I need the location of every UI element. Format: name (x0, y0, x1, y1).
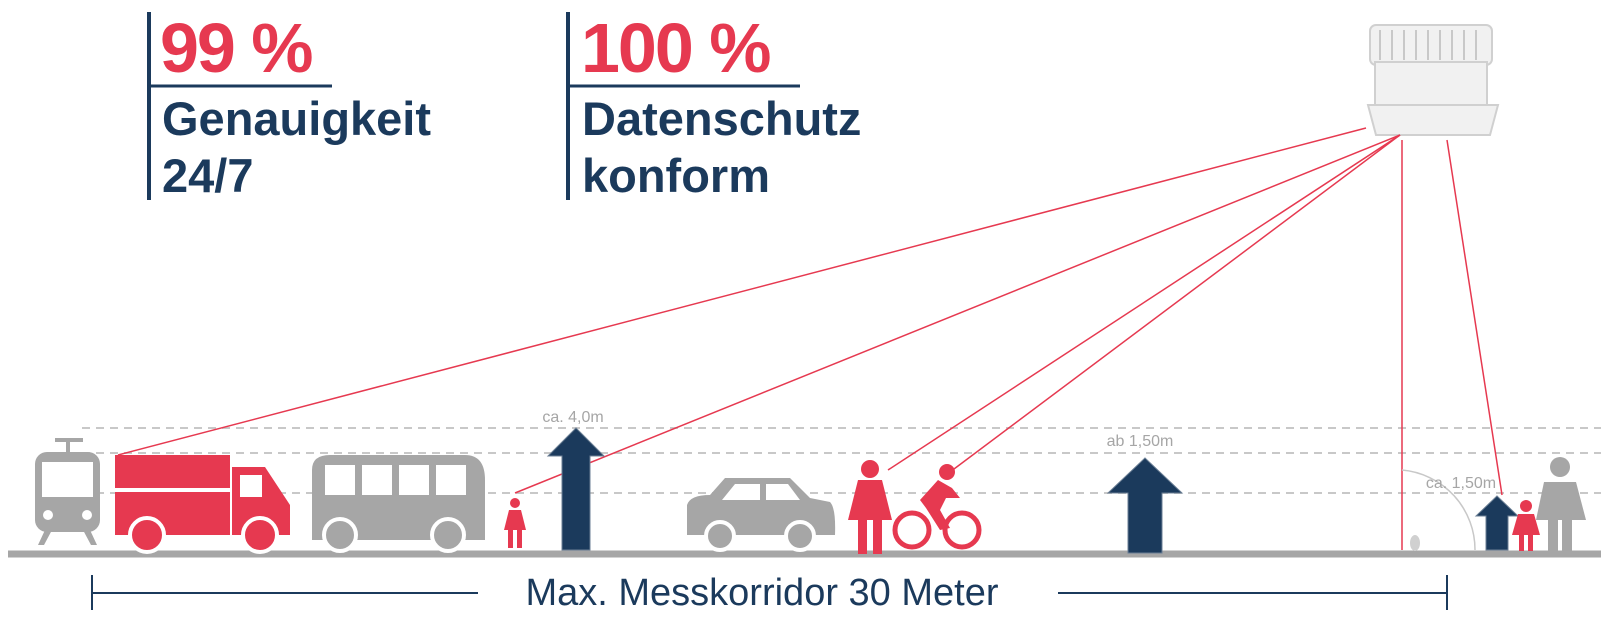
stat-value: 99 % (160, 9, 312, 87)
stat-value: 100 % (581, 9, 770, 87)
car-icon (687, 478, 835, 550)
height-label: ca. 1,50m (1426, 475, 1496, 492)
cyclist-icon (895, 464, 979, 547)
stat-label: Genauigkeit (162, 92, 431, 145)
stat-block: 100 % Datenschutz konform (568, 9, 861, 202)
stat-label: konform (582, 149, 770, 202)
child-icon (504, 498, 526, 548)
tram-icon (35, 438, 100, 545)
child-icon (1512, 500, 1540, 551)
infographic: 99 % Genauigkeit 24/7 100 % Datenschutz … (0, 0, 1601, 625)
height-lines (82, 428, 1601, 493)
bus-icon (312, 455, 485, 551)
height-label: ca. 4,0m (542, 409, 603, 426)
stat-label: Datenschutz (582, 92, 861, 145)
height-label: ab 1,50m (1107, 433, 1174, 450)
woman-icon (848, 460, 892, 554)
pole-base (1410, 535, 1420, 551)
adult-icon (1536, 457, 1586, 551)
truck-icon (115, 455, 290, 552)
stat-block: 99 % Genauigkeit 24/7 (149, 9, 431, 202)
sensor (1368, 25, 1498, 135)
stat-label: 24/7 (162, 149, 253, 202)
corridor-label: Max. Messkorridor 30 Meter (525, 572, 998, 614)
